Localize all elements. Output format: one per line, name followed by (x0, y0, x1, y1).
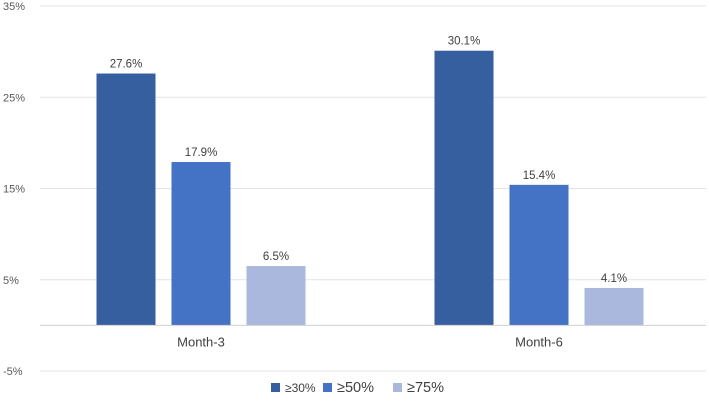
category-label: Month-6 (515, 334, 563, 349)
bar-month-3-series-1 (96, 73, 156, 326)
data-label: 6.5% (263, 251, 289, 263)
bars (96, 50, 644, 326)
bar-month-6-series-3 (584, 287, 644, 326)
y-tick-label: 25% (3, 92, 25, 104)
data-label: 27.6% (110, 59, 143, 71)
legend: ≥30% ≥50% ≥75% (271, 380, 444, 396)
data-label: 4.1% (601, 273, 627, 285)
data-label: 17.9% (185, 147, 218, 159)
legend-label: ≥30% (285, 381, 316, 395)
y-tick-label: 15% (3, 184, 25, 196)
legend-swatch (271, 383, 280, 392)
category-label: Month-3 (177, 334, 225, 349)
legend-swatch (323, 383, 332, 392)
axes: 35% 25% 15% 5% -5% Month-3 Month-6 (3, 1, 706, 378)
data-label: 30.1% (448, 36, 481, 48)
bar-month-3-series-2 (171, 162, 231, 326)
legend-label: ≥50% (337, 380, 374, 396)
data-labels: 27.6% 17.9% 6.5% 30.1% 15.4% 4.1% (110, 36, 627, 285)
bar-month-6-series-2 (509, 184, 569, 326)
bar-month-3-series-3 (246, 266, 306, 326)
y-tick-label: 35% (3, 1, 25, 13)
y-tick-label: -5% (3, 366, 23, 378)
legend-swatch (393, 383, 402, 392)
y-tick-label: 5% (3, 275, 19, 287)
legend-label: ≥75% (407, 380, 444, 396)
data-label: 15.4% (523, 170, 556, 182)
bar-month-6-series-1 (434, 50, 494, 326)
